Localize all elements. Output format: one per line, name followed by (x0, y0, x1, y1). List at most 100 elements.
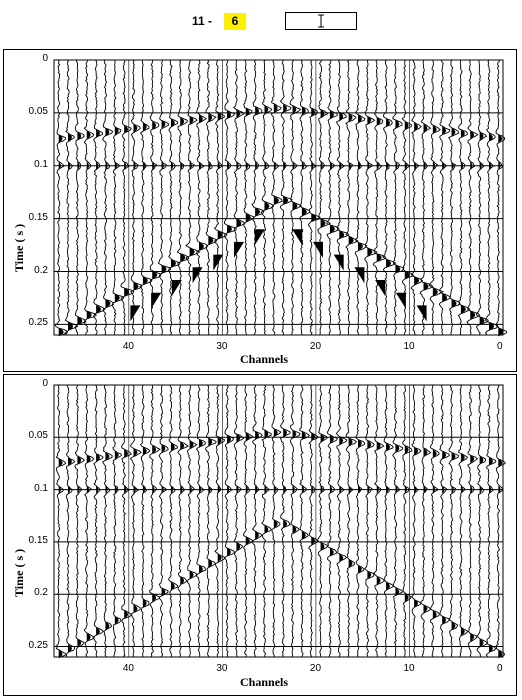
wiggle-fill (311, 161, 314, 170)
wiggle-fill (77, 638, 82, 648)
wiggle-fill (152, 270, 158, 280)
wiggle-fill (320, 161, 323, 170)
wiggle-fill (264, 485, 267, 494)
wiggle-fill (460, 485, 464, 494)
wiggle-fill (245, 432, 250, 441)
trace-48 (55, 384, 67, 657)
wedge-right (395, 292, 406, 309)
x-tick-label: 10 (403, 341, 415, 352)
wiggle-fill (376, 161, 379, 170)
wiggle-fill (189, 115, 194, 125)
wiggle-fill (105, 485, 108, 494)
record-number[interactable]: 6 (224, 13, 246, 30)
wiggle-fill (358, 161, 361, 170)
y-tick-label: 0.1 (34, 158, 48, 170)
wiggle-fill (133, 448, 138, 457)
wiggle-fill (348, 236, 354, 245)
wiggle-fill (77, 456, 82, 465)
trace-5 (457, 59, 471, 335)
wiggle-fill (470, 454, 475, 464)
wiggle-fill (217, 161, 220, 170)
wiggle-fill (273, 104, 278, 113)
wiggle-fill (264, 161, 267, 170)
wiggle-fill (58, 458, 63, 467)
wiggle-fill (329, 435, 334, 444)
wiggle-fill (358, 564, 362, 574)
x-tick-label: 20 (309, 663, 322, 674)
wiggle-fill (180, 485, 183, 494)
trace-34 (186, 384, 198, 657)
wiggle-fill (114, 615, 119, 625)
trace-13 (382, 59, 397, 335)
wiggle-fill (367, 440, 372, 449)
trace-3 (476, 384, 488, 657)
wiggle-fill (133, 485, 136, 494)
trace-14 (372, 59, 387, 335)
wiggle-fill (292, 525, 297, 534)
trace-33 (196, 384, 207, 657)
wiggle-fill (227, 547, 231, 557)
wiggle-fill (124, 449, 129, 458)
text-input-field[interactable] (285, 12, 357, 30)
wiggle-fill (414, 161, 417, 170)
trace-17 (345, 59, 359, 335)
trace-17 (345, 384, 358, 657)
wiggle-fill (189, 247, 195, 257)
wiggle-fill (348, 113, 353, 122)
wiggle-fill (395, 161, 398, 170)
wiggle-fill (460, 129, 465, 138)
wedge-left (213, 254, 224, 271)
wiggle-fill (432, 449, 437, 458)
wiggle-fill (198, 161, 202, 170)
wiggle-fill (339, 111, 344, 121)
wiggle-fill (292, 105, 297, 114)
wiggle-fill (414, 276, 420, 285)
y-tick-label: 0.15 (28, 211, 48, 223)
wiggle-fill (245, 107, 250, 117)
wiggle-fill (442, 615, 447, 625)
wiggle-fill (339, 553, 344, 563)
wiggle-fill (320, 219, 326, 228)
wiggle-fill (386, 118, 390, 128)
x-tick-label: 30 (216, 663, 228, 674)
wiggle-fill (423, 485, 426, 494)
wiggle-fill (124, 287, 130, 297)
wiggle-fill (142, 276, 148, 285)
y-tick-label: 0 (42, 378, 48, 389)
wiggle-fill (358, 114, 362, 124)
wiggle-fill (329, 547, 334, 557)
wiggle-fill (479, 131, 484, 141)
wiggle-fill (432, 287, 438, 297)
trace-27 (251, 384, 263, 657)
wiggle-fill (208, 559, 213, 568)
x-tick-label: 20 (309, 341, 322, 352)
trace-25 (271, 384, 282, 657)
wiggle-fill (273, 519, 278, 529)
wiggle-fill (114, 485, 118, 494)
trace-6 (448, 384, 460, 657)
wiggle-fill (105, 127, 110, 137)
y-tick-label: 0.2 (34, 587, 48, 599)
x-tick-label: 40 (122, 663, 134, 674)
wiggle-fill (432, 125, 437, 134)
wiggle-fill (142, 161, 146, 170)
wiggle-fill (283, 161, 286, 170)
trace-9 (419, 59, 434, 335)
wiggle-fill (264, 105, 269, 114)
wiggle-fill (133, 123, 138, 133)
wiggle-fill (245, 536, 250, 546)
wiggle-fill (320, 433, 325, 443)
wiggle-fill (180, 253, 186, 262)
wiggle-fill (86, 454, 91, 464)
wiggle-fill (255, 431, 259, 440)
trace-46 (74, 59, 87, 335)
seismogram-panel-bottom: Time ( s ) Channels 0 0.05 0.1 0.15 0.2 0.25 … (3, 374, 517, 696)
wiggle-fill (189, 161, 192, 170)
wiggle-fill (460, 453, 465, 462)
trace-9 (420, 384, 432, 657)
wiggle-fill (96, 161, 99, 170)
wiggle-fill (124, 485, 127, 494)
wiggle-fill (488, 133, 493, 142)
wiggle-fill (311, 485, 314, 494)
wiggle-fill (376, 441, 381, 450)
